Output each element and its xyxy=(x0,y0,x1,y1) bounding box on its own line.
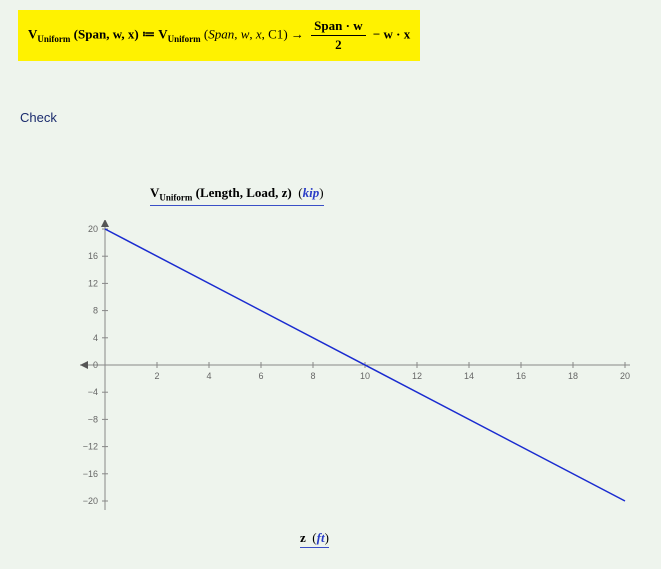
svg-text:2: 2 xyxy=(154,371,159,381)
formula-definition: VUniform (Span, w, x) ≔ VUniform (Span, … xyxy=(18,10,420,61)
svg-text:0: 0 xyxy=(93,360,98,370)
svg-text:20: 20 xyxy=(88,224,98,234)
svg-text:10: 10 xyxy=(360,371,370,381)
formula-fraction: Span · w 2 xyxy=(311,18,365,53)
svg-text:8: 8 xyxy=(93,306,98,316)
formula-tail-dot: · xyxy=(396,26,400,41)
chart-svg: 2 4 6 8 10 12 14 16 18 20 4 8 12 16 20 0 −4 −8 −12 −16 −20 xyxy=(60,220,630,510)
chart-title-func: V xyxy=(150,185,159,200)
svg-text:−12: −12 xyxy=(83,442,98,452)
formula-arg-span: Span xyxy=(78,26,106,41)
check-heading: Check xyxy=(20,110,57,125)
formula-func-left: V xyxy=(28,26,37,41)
chart-title-arg0: Length xyxy=(200,185,240,200)
svg-text:12: 12 xyxy=(412,371,422,381)
formula-arrow: → xyxy=(291,26,304,41)
x-axis-unit-close: ) xyxy=(325,530,329,545)
chart-title: VUniform (Length, Load, z) (kip) xyxy=(150,185,324,206)
formula-tail-x: x xyxy=(404,26,411,41)
x-axis-unit: ft xyxy=(317,530,325,545)
chart-title-sub: Uniform xyxy=(159,193,192,203)
frac-num-w: w xyxy=(353,18,362,33)
svg-text:−4: −4 xyxy=(88,387,98,397)
svg-text:−16: −16 xyxy=(83,469,98,479)
svg-text:12: 12 xyxy=(88,278,98,288)
chart-title-unit-close: ) xyxy=(319,185,323,200)
svg-text:−8: −8 xyxy=(88,414,98,424)
svg-text:16: 16 xyxy=(516,371,526,381)
x-axis-label: z (ft) xyxy=(300,530,329,548)
frac-dot: · xyxy=(346,18,350,33)
x-axis-var: z xyxy=(300,530,306,545)
formula-sub-left: Uniform xyxy=(37,34,70,44)
svg-text:18: 18 xyxy=(568,371,578,381)
svg-text:4: 4 xyxy=(206,371,211,381)
formula-func-right: V xyxy=(158,26,167,41)
formula-def-symbol: ≔ xyxy=(142,26,155,41)
formula-sub-right: Uniform xyxy=(168,34,201,44)
frac-den: 2 xyxy=(311,36,365,53)
frac-num-span: Span xyxy=(314,18,342,33)
svg-text:4: 4 xyxy=(93,333,98,343)
formula-rarg-c1: C1 xyxy=(268,26,283,41)
chart-title-arg1: Load xyxy=(246,185,275,200)
formula-minus: − xyxy=(373,26,380,41)
svg-text:14: 14 xyxy=(464,371,474,381)
svg-text:20: 20 xyxy=(620,371,630,381)
svg-text:16: 16 xyxy=(88,251,98,261)
formula-tail-w: w xyxy=(384,26,393,41)
svg-text:−20: −20 xyxy=(83,496,98,506)
formula-rarg-span: Span xyxy=(208,26,234,41)
shear-chart: 2 4 6 8 10 12 14 16 18 20 4 8 12 16 20 0 −4 −8 −12 −16 −20 xyxy=(60,220,630,515)
svg-text:6: 6 xyxy=(258,371,263,381)
svg-text:8: 8 xyxy=(310,371,315,381)
chart-title-unit: kip xyxy=(303,185,320,200)
